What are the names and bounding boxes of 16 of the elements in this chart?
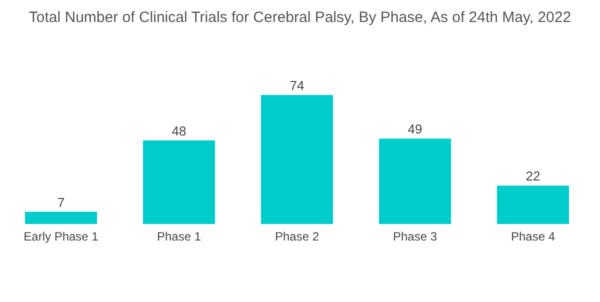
x-tick-label: Phase 1 — [156, 230, 202, 244]
x-tick-label: Phase 2 — [274, 230, 320, 244]
bar — [497, 186, 569, 224]
data-label: 74 — [290, 78, 304, 93]
chart-title: Total Number of Clinical Trials for Cerebral Palsy, By Phase, As of 24th May, 2022 — [28, 8, 572, 28]
bar — [25, 212, 97, 224]
x-tick-label: Phase 3 — [392, 230, 438, 244]
data-label: 22 — [526, 168, 540, 184]
data-label: 7 — [57, 194, 65, 210]
bar — [143, 140, 215, 224]
data-label: 48 — [172, 123, 186, 138]
data-label: 49 — [408, 122, 422, 137]
x-tick-label: Phase 4 — [510, 230, 556, 244]
bar — [379, 138, 451, 224]
bar — [261, 95, 333, 224]
x-tick-label: Early Phase 1 — [24, 230, 99, 244]
